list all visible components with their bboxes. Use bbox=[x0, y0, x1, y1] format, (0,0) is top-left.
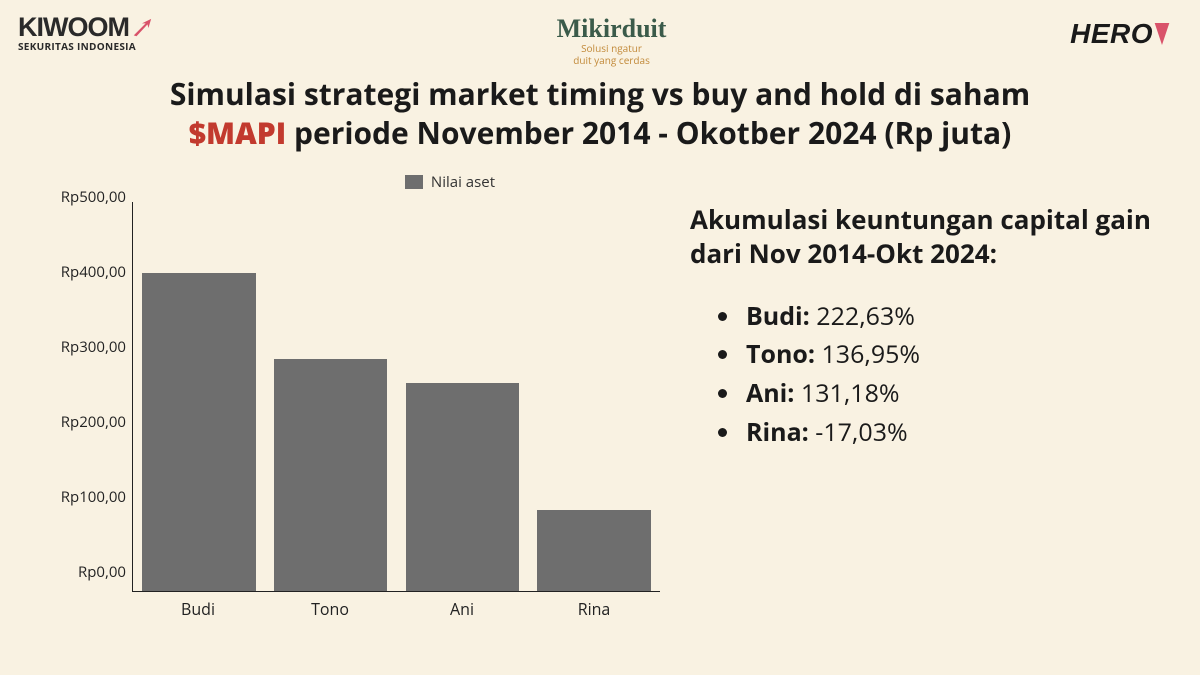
plot-area bbox=[132, 202, 660, 592]
y-tick-label: Rp300,00 bbox=[61, 337, 126, 357]
content-row: Nilai aset Rp0,00 Rp100,00 Rp200,00 Rp300,0… bbox=[0, 152, 1200, 620]
gain-name: Ani: bbox=[746, 376, 794, 410]
y-tick-label: Rp0,00 bbox=[78, 562, 126, 582]
x-axis-label: Rina bbox=[528, 592, 660, 620]
mikirduit-logo-title: Mikirduit bbox=[557, 14, 667, 44]
gain-list-item: Budi: 222,63% bbox=[742, 297, 1160, 336]
legend-label: Nilai aset bbox=[431, 172, 495, 192]
bar-slot bbox=[133, 202, 265, 591]
y-tick-label: Rp200,00 bbox=[61, 412, 126, 432]
mikirduit-logo: Mikirduit Solusi ngatur duit yang cerdas bbox=[557, 14, 667, 66]
y-tick-label: Rp400,00 bbox=[61, 262, 126, 282]
gain-name: Budi: bbox=[746, 299, 810, 333]
summary-panel: Akumulasi keuntungan capital gain dari N… bbox=[660, 172, 1160, 620]
bar-slot bbox=[265, 202, 397, 591]
x-axis-label: Tono bbox=[264, 592, 396, 620]
hero-accent-icon bbox=[1154, 23, 1170, 45]
ticker-symbol: $MAPI bbox=[189, 112, 287, 153]
legend-swatch-icon bbox=[405, 175, 423, 189]
chart-legend: Nilai aset bbox=[40, 172, 660, 192]
y-tick-label: Rp500,00 bbox=[61, 187, 126, 207]
bar-slot bbox=[397, 202, 529, 591]
y-tick-label: Rp100,00 bbox=[61, 487, 126, 507]
bar-rina bbox=[537, 510, 650, 591]
bar-ani bbox=[406, 383, 519, 591]
y-axis: Rp0,00Rp100,00Rp200,00Rp300,00Rp400,00Rp… bbox=[40, 202, 132, 592]
x-axis-label: Budi bbox=[132, 592, 264, 620]
gain-value: 131,18% bbox=[794, 376, 899, 410]
gain-list-item: Tono: 136,95% bbox=[742, 335, 1160, 374]
hero-logo: HERO bbox=[1070, 18, 1170, 50]
gain-value: 136,95% bbox=[815, 337, 920, 371]
page-title: Simulasi strategi market timing vs buy a… bbox=[60, 74, 1140, 152]
gain-value: -17,03% bbox=[809, 415, 908, 449]
bar-budi bbox=[142, 273, 255, 591]
bar-slot bbox=[528, 202, 660, 591]
bar-chart: Nilai aset Rp0,00 Rp100,00 Rp200,00 Rp300,0… bbox=[40, 172, 660, 620]
kiwoom-logo: KIWOOM SEKURITAS INDONESIA bbox=[18, 12, 153, 53]
summary-heading: Akumulasi keuntungan capital gain dari N… bbox=[690, 202, 1160, 271]
hero-logo-text: HERO bbox=[1070, 18, 1153, 50]
mikirduit-logo-subtitle: Solusi ngatur duit yang cerdas bbox=[557, 43, 667, 66]
kiwoom-logo-subtitle: SEKURITAS INDONESIA bbox=[18, 39, 153, 53]
x-axis: BudiTonoAniRina bbox=[132, 592, 660, 620]
gain-name: Tono: bbox=[746, 337, 815, 371]
arrow-up-icon bbox=[131, 17, 153, 39]
bar-tono bbox=[274, 359, 387, 591]
x-axis-label: Ani bbox=[396, 592, 528, 620]
gain-list-item: Ani: 131,18% bbox=[742, 374, 1160, 413]
header-logos: KIWOOM SEKURITAS INDONESIA Mikirduit Sol… bbox=[0, 0, 1200, 60]
gain-list-item: Rina: -17,03% bbox=[742, 413, 1160, 452]
gain-value: 222,63% bbox=[810, 299, 915, 333]
gain-name: Rina: bbox=[746, 415, 809, 449]
gain-list: Budi: 222,63%Tono: 136,95%Ani: 131,18%Ri… bbox=[690, 297, 1160, 452]
